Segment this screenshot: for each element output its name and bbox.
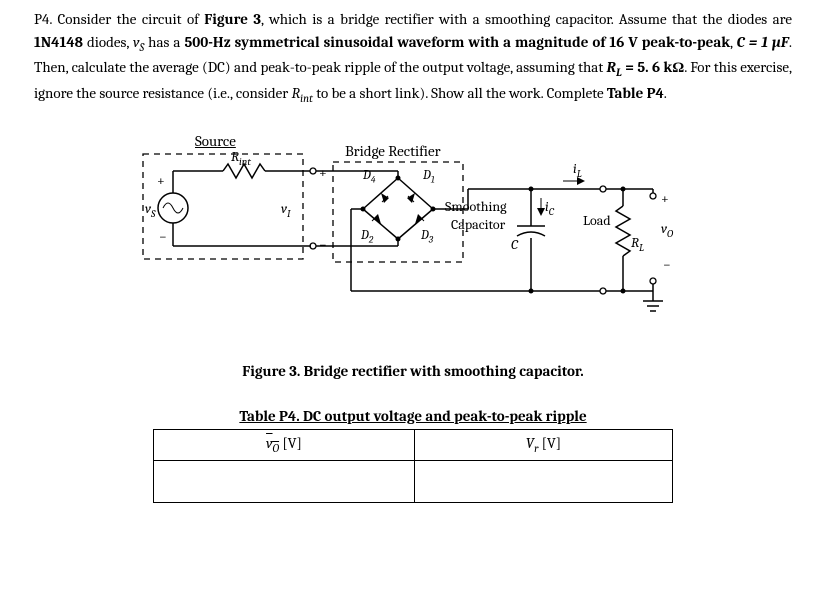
rectifier-label: Bridge Rectifier xyxy=(345,140,441,163)
results-table: vO [V] Vr [V] xyxy=(153,429,673,503)
d2-label: D2 xyxy=(361,226,373,248)
rl-label: RL xyxy=(631,232,644,257)
waveform-spec: 500-Hz symmetrical sinusoidal waveform w… xyxy=(184,33,730,51)
ic-label: iC xyxy=(545,196,554,221)
cell-vo-dc xyxy=(154,461,415,503)
cap-spec: C = 1 µF xyxy=(737,33,789,51)
d1-label: D1 xyxy=(423,166,435,188)
figure-reference: Figure 3 xyxy=(204,10,261,28)
vi-plus: + xyxy=(319,162,327,183)
vo-label: vO xyxy=(661,218,673,243)
table-reference: Table P4 xyxy=(607,84,664,102)
problem-number: P4. xyxy=(34,10,52,28)
smoothing-label2: Capacitor xyxy=(451,214,505,235)
cell-vr xyxy=(414,461,672,503)
circuit-figure: Source Bridge Rectifier Rint vS + − vI +… xyxy=(133,126,693,346)
il-label: iL xyxy=(573,158,582,183)
source-label: Source xyxy=(195,130,236,153)
vi-label: vI xyxy=(281,198,291,223)
cap-label: C xyxy=(511,234,518,255)
vs-label: vS xyxy=(145,198,155,223)
col1-header: vO [V] xyxy=(154,430,415,461)
diode-type: 1N4148 xyxy=(34,33,83,51)
vi-minus: − xyxy=(319,234,327,255)
table-title: Table P4. DC output voltage and peak-to-… xyxy=(34,405,792,428)
source-minus: − xyxy=(159,226,167,247)
col2-header: Vr [V] xyxy=(414,430,672,461)
figure-caption: Figure 3. Bridge rectifier with smoothin… xyxy=(34,360,792,383)
rint-label: Rint xyxy=(231,146,251,171)
vo-plus: + xyxy=(661,188,669,209)
d4-label: D4 xyxy=(363,166,376,188)
source-plus: + xyxy=(157,170,165,191)
problem-statement: P4. Consider the circuit of Figure 3, wh… xyxy=(34,8,792,108)
load-label: Load xyxy=(583,210,611,231)
vo-minus: − xyxy=(663,254,671,275)
d3-label: D3 xyxy=(421,226,433,248)
